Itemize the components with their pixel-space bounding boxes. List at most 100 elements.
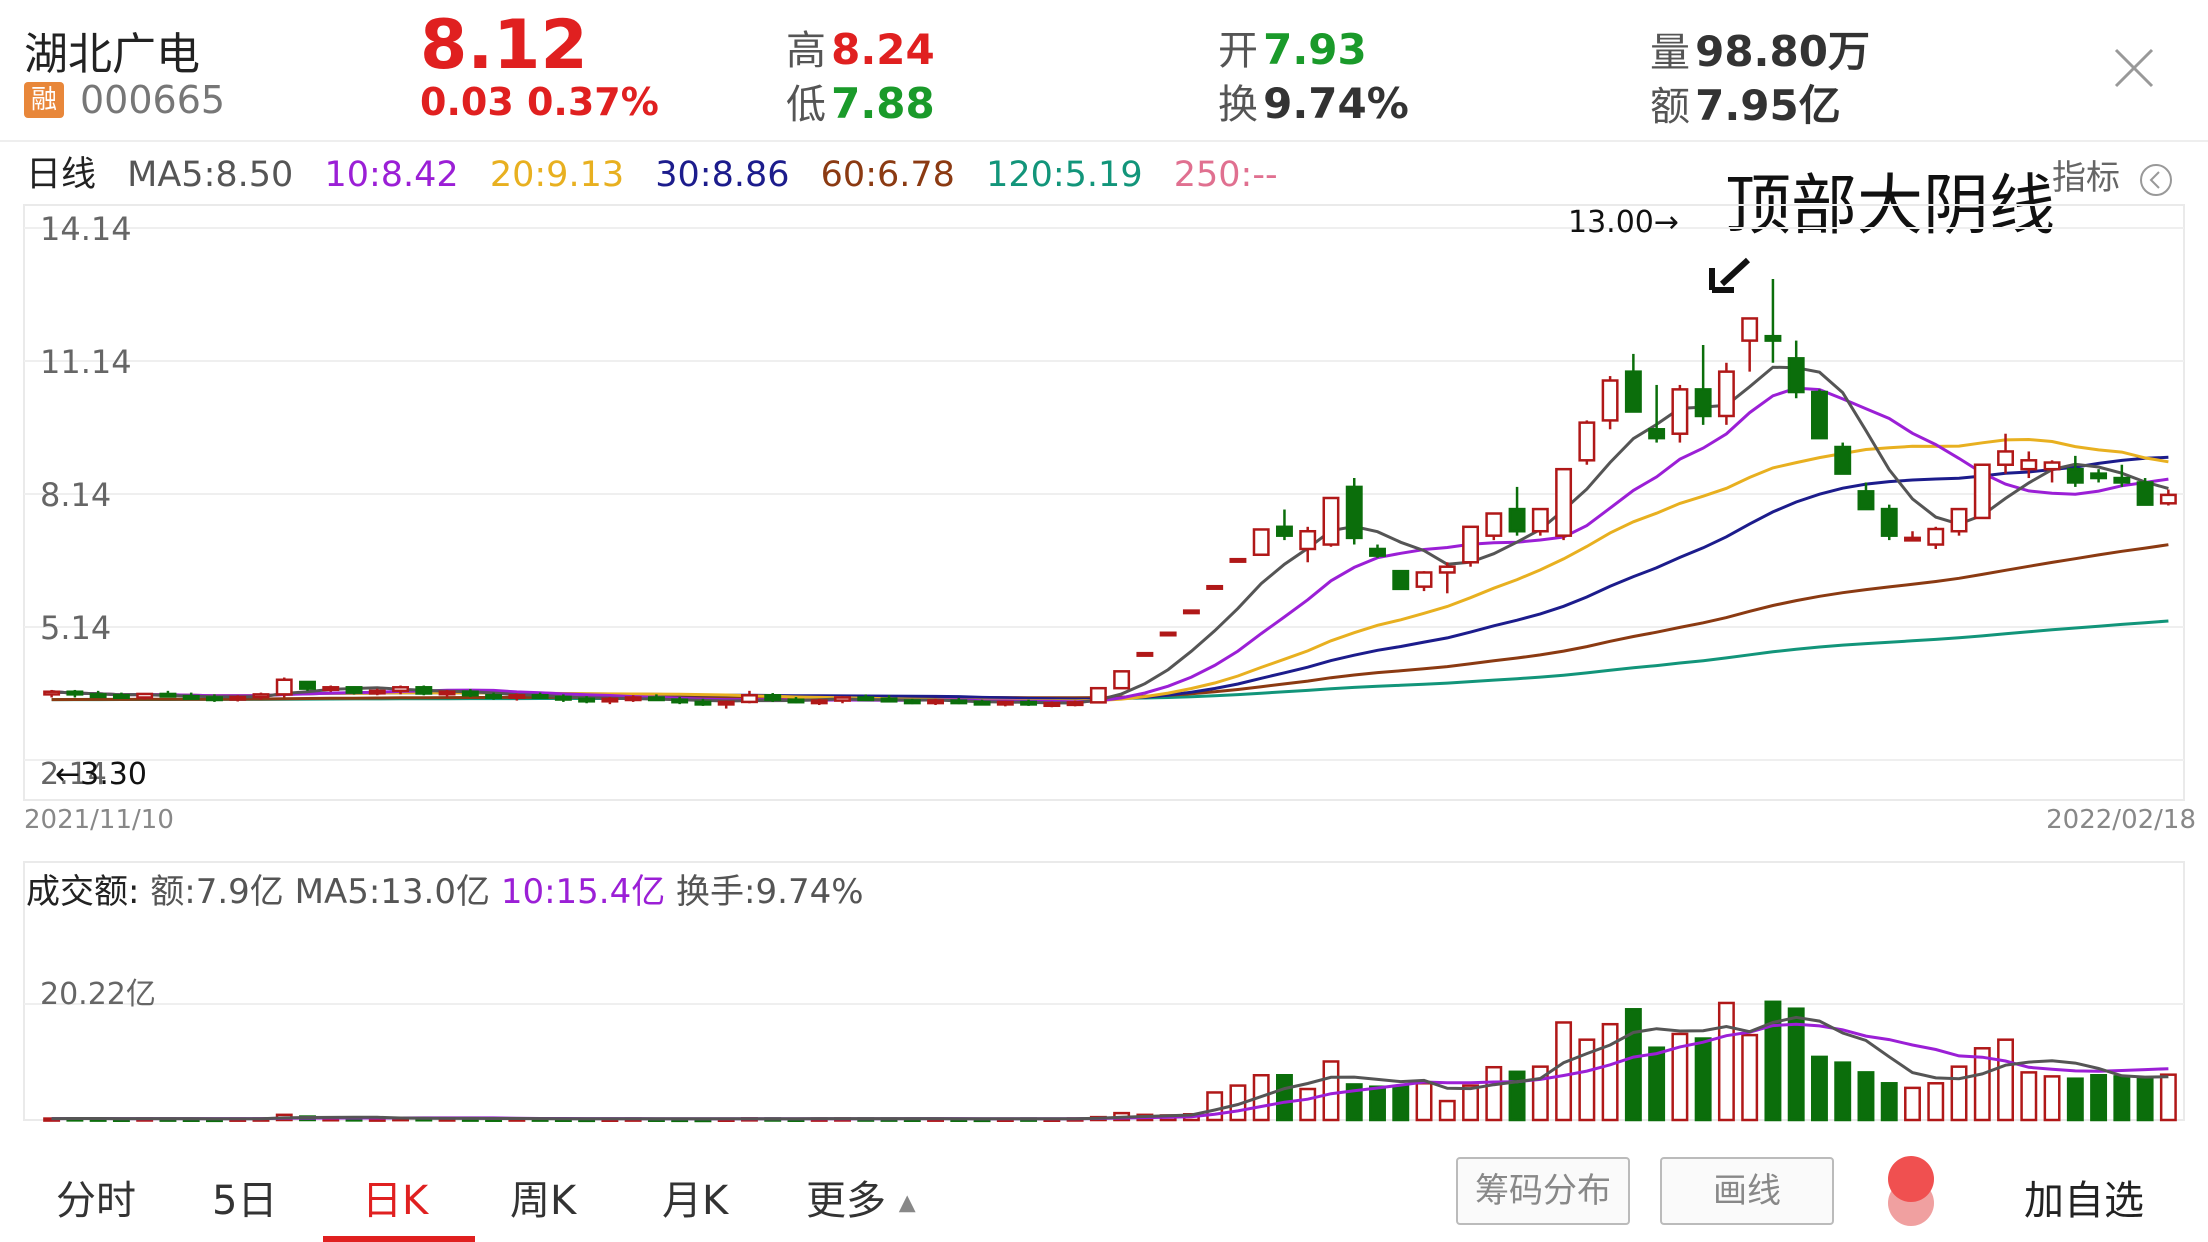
tab-intraday[interactable]: 分时 xyxy=(56,1178,136,1224)
up-candle xyxy=(1927,526,1945,549)
close-icon[interactable] xyxy=(2110,44,2158,92)
up-candle xyxy=(2043,460,2061,483)
down-candle xyxy=(1857,482,1875,511)
volume-bar-up xyxy=(1997,1038,2015,1122)
candlestick-chart[interactable]: 14.14 11.14 8.14 5.14 2021/11/10 2022/02/18 2… xyxy=(0,200,2208,840)
volume-bar-down xyxy=(2066,1077,2084,1122)
candle-body xyxy=(601,697,619,703)
ma120-label: 120:5.19 xyxy=(986,155,1143,195)
down-candle xyxy=(1020,699,1038,706)
down-candle xyxy=(159,690,177,698)
candle-body xyxy=(1717,370,1735,418)
record-dot-icon[interactable] xyxy=(1888,1156,1934,1202)
volume-bar-down xyxy=(1834,1061,1852,1122)
candle-body xyxy=(1624,370,1642,413)
candle-body xyxy=(1834,445,1852,475)
down-candle xyxy=(647,694,665,702)
up-candle xyxy=(1973,463,1991,520)
down-candle xyxy=(205,694,223,702)
up-candle xyxy=(136,692,154,700)
candle-body xyxy=(1438,565,1456,574)
candle-body xyxy=(345,686,363,694)
candle-body xyxy=(1671,388,1689,435)
candle-body xyxy=(694,700,712,706)
low-quote: 低 7.88 xyxy=(786,72,935,130)
volume-legend: 成交额: 额:7.9亿 MA5:13.0亿 10:15.4亿 换手:9.74% xyxy=(26,864,864,913)
tab-weekly-k[interactable]: 周K xyxy=(510,1178,577,1224)
candle-body xyxy=(205,696,223,702)
candle-body xyxy=(1345,485,1363,540)
candle-body xyxy=(1927,527,1945,546)
candle-body xyxy=(461,690,479,697)
up-candle xyxy=(1904,531,1921,542)
down-candle xyxy=(345,686,363,695)
volume-bar-down xyxy=(1624,1008,1642,1122)
down-candle xyxy=(1787,340,1805,399)
down-candle xyxy=(903,698,921,705)
ma10-label: 10:8.42 xyxy=(324,155,459,195)
ma-legend: 日线 MA5:8.50 10:8.42 20:9.13 30:8.86 60:6… xyxy=(26,146,1298,197)
candle-body xyxy=(1299,529,1317,551)
volume-bar-up xyxy=(1904,1086,1921,1122)
down-candle xyxy=(1764,278,1782,363)
down-candle xyxy=(299,680,316,691)
add-watchlist-button[interactable]: 加自选 xyxy=(2024,1178,2144,1224)
volume-bar-up xyxy=(2159,1073,2177,1122)
amount-quote: 额 7.95亿 xyxy=(1650,72,1841,133)
volume-bar-down xyxy=(1392,1084,1410,1122)
volume-bar-up xyxy=(1485,1065,1503,1122)
up-candle xyxy=(2020,451,2038,479)
volume-bar-up xyxy=(1299,1087,1317,1122)
turnover-label: 换 xyxy=(1218,82,1258,128)
volume-chart[interactable]: 20.22亿 xyxy=(0,850,2208,1130)
volume-y-tick: 20.22亿 xyxy=(40,977,156,1012)
tab-monthly-k[interactable]: 月K xyxy=(662,1178,729,1224)
up-candle xyxy=(275,677,293,698)
volume-ma5-label: MA5:13.0亿 xyxy=(294,872,490,912)
candle-body xyxy=(229,695,247,701)
tab-daily-k[interactable]: 日K xyxy=(362,1178,429,1224)
tab-5day[interactable]: 5日 xyxy=(212,1178,278,1224)
ma20-label: 20:9.13 xyxy=(489,155,625,195)
up-candle xyxy=(438,689,456,698)
candle-body xyxy=(1369,547,1386,557)
candle-body xyxy=(2136,481,2154,506)
candle-body xyxy=(1485,512,1503,537)
candle-body xyxy=(927,699,945,705)
high-value: 8.24 xyxy=(831,25,935,74)
down-candle xyxy=(950,697,968,705)
up-candle xyxy=(1950,507,1968,536)
candle-body xyxy=(1415,571,1433,588)
amount-label: 额 xyxy=(1650,84,1690,130)
chip-distribution-button[interactable]: 筹码分布 xyxy=(1456,1157,1630,1225)
current-price: 8.12 xyxy=(420,6,588,85)
tab-more[interactable]: 更多 ▲ xyxy=(806,1168,916,1226)
candle-body xyxy=(1973,463,1991,520)
indicator-button[interactable]: 指标 xyxy=(2052,150,2173,199)
up-candle xyxy=(1182,609,1200,615)
candle-body xyxy=(1229,557,1247,563)
down-candle xyxy=(182,692,200,700)
down-candle xyxy=(485,692,503,700)
ma20-line xyxy=(51,437,2169,703)
candle-body xyxy=(996,700,1014,706)
draw-line-button[interactable]: 画线 xyxy=(1660,1157,1834,1225)
turnover-value: 9.74% xyxy=(1263,79,1409,128)
candle-body xyxy=(578,697,596,703)
candle-body xyxy=(252,693,270,699)
candle-body xyxy=(1275,525,1293,537)
volume-bar-down xyxy=(1857,1071,1875,1122)
candle-body xyxy=(508,694,526,700)
volume-bar-down xyxy=(2136,1077,2154,1122)
volume-bar-up xyxy=(1973,1047,1991,1122)
turnover-quote: 换 9.74% xyxy=(1218,72,1409,130)
volume-amount-label: 额:7.9亿 xyxy=(150,872,284,912)
ma5-label: MA5:8.50 xyxy=(127,155,294,195)
low-label: 低 xyxy=(786,82,826,128)
up-candle xyxy=(392,685,410,695)
up-candle xyxy=(1741,317,1759,372)
chevron-left-circle-icon xyxy=(2139,163,2172,196)
candle-body xyxy=(275,678,293,696)
down-candle xyxy=(1392,569,1410,591)
down-candle xyxy=(1624,353,1642,413)
